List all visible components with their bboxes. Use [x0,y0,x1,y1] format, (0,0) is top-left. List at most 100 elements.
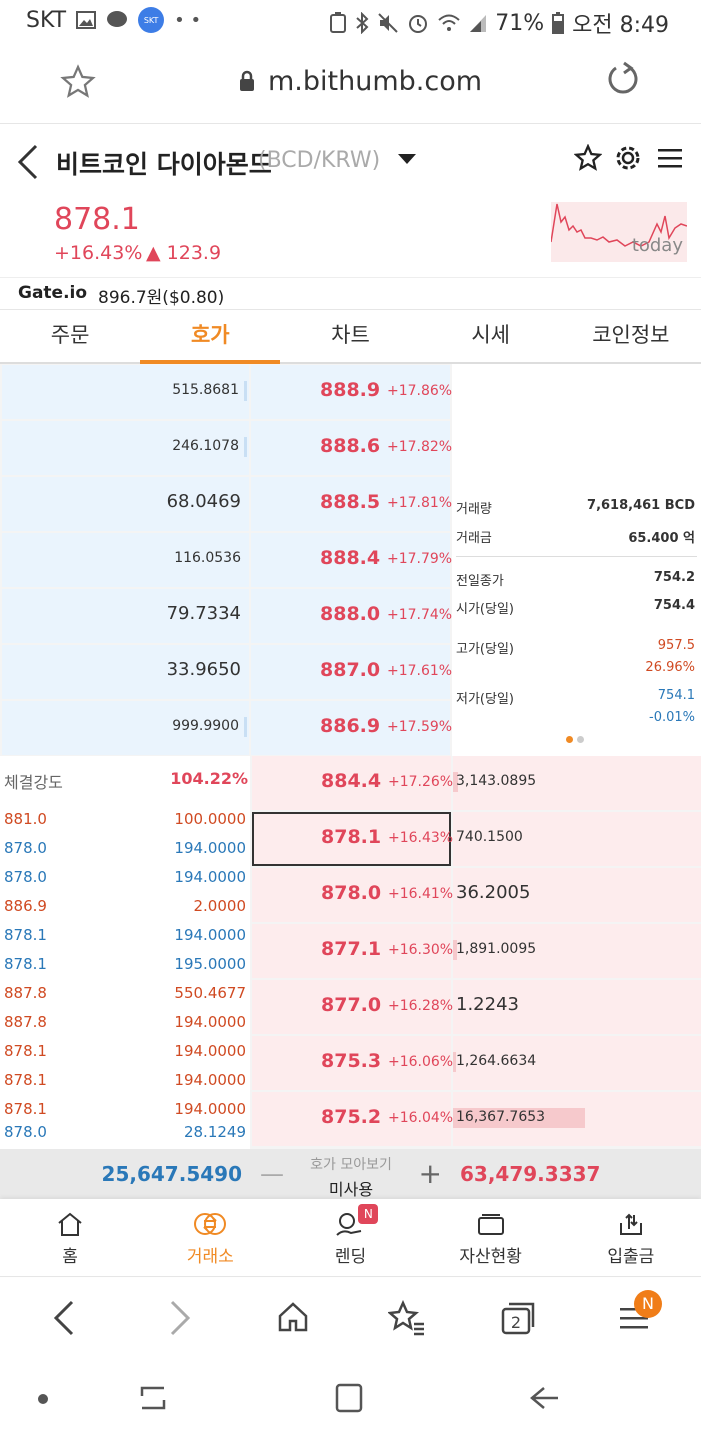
ask-percent: +17.81% [387,495,453,511]
low-percent: -0.01% [649,710,695,725]
browser-home-icon[interactable] [276,1300,310,1334]
browser-back-icon[interactable] [52,1300,76,1336]
ask-quantity: 999.9900 [172,718,239,734]
reload-icon[interactable] [604,60,642,98]
page-dot-active [566,736,573,743]
bid-quantity: 740.1500 [456,829,523,845]
ask-price-cell: 888.0 +17.74% [251,589,453,643]
bookmarks-icon[interactable] [388,1300,426,1336]
bluetooth-icon [356,12,369,34]
bid-row[interactable]: 875.3 +16.06% 1,264.6634 [252,1036,701,1090]
browser-toolbar: 2 [0,1278,701,1360]
tab-market-price[interactable]: 시세 [471,323,510,347]
open-label: 시가(당일) [456,602,514,617]
info-divider [456,556,697,557]
ask-row[interactable]: 79.7334 888.0 +17.74% [0,589,453,643]
ask-quantity-cell: 116.0536 [2,533,249,587]
aggregate-plus-button[interactable]: + [418,1157,442,1190]
browser-forward-icon[interactable] [168,1300,192,1336]
volume-label: 거래량 [456,502,492,517]
gate-io-label: Gate.io [18,283,88,303]
coin-pair[interactable]: (BCD/KRW) [258,148,381,173]
nav-assets[interactable]: 자산현황 [421,1199,561,1276]
ask-row[interactable]: 116.0536 888.4 +17.79% [0,533,452,587]
trade-qty: 28.1249 [183,1123,246,1141]
coin-name[interactable]: 비트코인 다이아몬드 [56,150,272,179]
system-home-icon[interactable] [334,1382,364,1414]
trade-qty: 2.0000 [193,897,247,915]
ask-price: 888.9 [320,379,381,401]
trade-row: 887.8 550.4677 [0,980,250,1009]
bid-row[interactable]: 875.2 +16.04% 16,367.7653 [252,1092,701,1146]
favorite-star-icon[interactable] [574,144,602,172]
browser-tabs-icon[interactable]: 2 [500,1300,538,1336]
ask-price: 888.6 [320,435,381,457]
back-arrow-icon[interactable] [16,142,40,182]
aggregate-minus-button[interactable]: — [260,1160,284,1188]
bid-quantity-cell: 16,367.7653 [453,1092,701,1146]
bid-row[interactable]: 877.1 +16.30% 1,891.0095 [252,924,701,978]
browser-url-bar: m.bithumb.com [0,42,701,124]
tab-chart[interactable]: 차트 [331,323,370,347]
bookmark-star-icon[interactable] [60,64,96,100]
nav-home[interactable]: 홈 [0,1199,140,1276]
browser-menu-icon[interactable] [618,1300,650,1334]
ask-volume-bar [244,717,247,737]
change-percent: +16.43% [54,242,143,264]
ask-quantity-cell: 79.7334 [2,589,249,643]
ask-price-cell: 888.6 +17.82% [251,421,453,475]
amount-value: 65.400 억 [628,531,695,546]
ask-price: 887.0 [320,659,381,681]
bid-percent: +16.06% [388,1054,454,1070]
ask-row[interactable]: 68.0469 888.5 +17.81% [0,477,453,531]
trade-row: 878.1 194.0000 [0,922,250,951]
ask-quantity: 246.1078 [172,438,239,454]
ask-quantity-cell: 33.9650 [2,645,249,699]
bid-percent: +16.41% [388,886,454,902]
nav-deposit-withdraw[interactable]: 입출금 [561,1199,701,1276]
bid-price: 877.0 [321,994,382,1016]
transfer-icon [619,1213,642,1235]
ask-row[interactable]: 999.9900 886.9 +17.59% [0,701,452,755]
ask-total: 25,647.5490 [101,1162,242,1186]
ask-percent: +17.74% [387,607,453,623]
tab-order[interactable]: 주문 [50,323,90,347]
ask-percent: +17.82% [387,439,453,455]
trade-row: 878.1 194.0000 [0,1038,250,1067]
settings-gear-icon[interactable] [614,144,642,172]
nav-lending[interactable]: N 렌딩 [280,1199,420,1276]
aggregate-state: 미사용 [328,1180,374,1199]
ask-row[interactable]: 246.1078 888.6 +17.82% [0,421,453,475]
bid-row[interactable]: 877.0 +16.28% 1.2243 [252,980,701,1034]
high-percent: 26.96% [645,660,695,675]
bid-row[interactable]: 884.4 +17.26% 3,143.0895 [252,756,701,810]
tab-coin-info[interactable]: 코인정보 [592,323,670,347]
menu-hamburger-icon[interactable] [656,144,684,172]
ask-row[interactable]: 33.9650 887.0 +17.61% [0,645,453,699]
system-back-icon[interactable] [528,1384,560,1412]
nav-exchange[interactable]: 거래소 [140,1199,280,1276]
bid-quantity-cell: 36.2005 [453,868,701,922]
bid-quantity-cell: 1.2243 [453,980,701,1034]
trade-qty: 194.0000 [174,926,246,944]
strength-value: 104.22% [170,769,248,788]
url-text[interactable]: m.bithumb.com [268,66,483,97]
ask-percent: +17.61% [387,663,453,679]
trade-row: 881.0 100.0000 [0,806,250,835]
mini-price-chart[interactable]: today [550,202,688,262]
bid-row[interactable]: 878.0 +16.41% 36.2005 [252,868,701,922]
ask-row[interactable]: 515.8681 888.9 +17.86% [0,365,452,419]
bid-price: 878.0 [321,882,382,904]
bid-row[interactable]: 878.1 +16.43% 740.1500 [252,812,701,866]
tab-orderbook[interactable]: 호가 [140,310,281,364]
tabs-count: 2 [511,1313,521,1332]
clock: 오전 8:49 [572,13,669,38]
recent-apps-icon[interactable] [138,1382,168,1414]
coin-select-dropdown-icon[interactable] [398,154,416,164]
system-nav-bar [0,1360,701,1440]
strength-label: 체결강도 [4,773,63,792]
nav-assets-label: 자산현황 [459,1247,522,1267]
lending-new-badge: N [358,1204,379,1224]
trade-row: 878.1 194.0000 [0,1067,250,1096]
market-info-panel[interactable]: 거래량 7,618,461 BCD 거래금 65.400 억 전일종가 754.… [452,364,701,756]
